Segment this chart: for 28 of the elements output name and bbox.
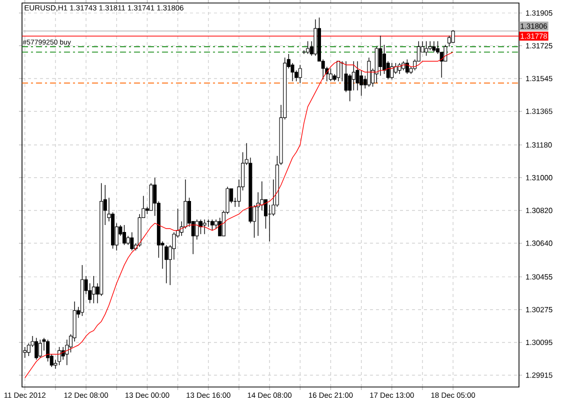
- candlestick: [352, 60, 356, 91]
- candlestick: [348, 74, 352, 102]
- candlestick: [428, 40, 432, 51]
- candlestick: [444, 44, 448, 62]
- candlestick: [34, 338, 38, 360]
- candlestick: [306, 40, 310, 54]
- candlestick: [210, 219, 214, 231]
- candlestick: [65, 339, 69, 366]
- candlestick: [130, 232, 134, 251]
- candlestick: [367, 57, 371, 88]
- candlestick: [195, 219, 199, 240]
- candlestick: [390, 62, 394, 80]
- candlestick: [432, 40, 436, 52]
- candlestick: [378, 35, 382, 76]
- candlestick: [164, 244, 168, 284]
- candlestick: [336, 60, 340, 82]
- candlestick: [122, 224, 126, 246]
- candlestick: [38, 339, 42, 358]
- candlestick: [424, 40, 428, 56]
- candlestick: [202, 219, 206, 234]
- candlestick: [46, 339, 50, 362]
- candlestick: [328, 68, 332, 82]
- candlestick: [92, 276, 96, 304]
- candlestick: [405, 59, 409, 74]
- candlestick: [298, 64, 302, 84]
- candlestick: [126, 236, 130, 246]
- candlestick: [58, 346, 62, 366]
- candlestick: [451, 30, 455, 44]
